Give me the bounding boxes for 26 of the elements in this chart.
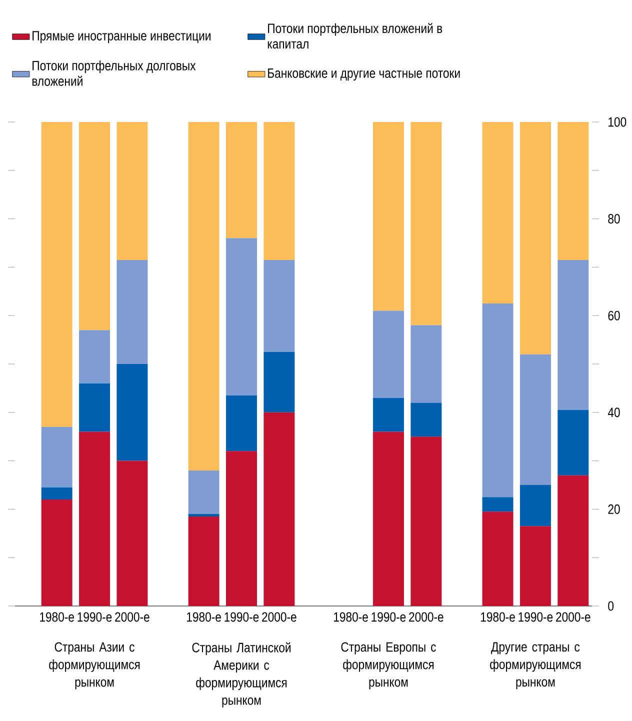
x-tick-label: 2000-е [262, 612, 296, 622]
x-tick-label: 1990-е [78, 612, 112, 622]
legend-label: Банковские и другие частные потоки [268, 68, 460, 81]
x-tick-label: 1980-е [40, 612, 74, 622]
y-tick-label: 40 [608, 408, 620, 418]
y-tick-label: 100 [608, 117, 626, 127]
text: Страны Латинской Америки с формирующимся рынком [192, 642, 291, 708]
x-tick-label: 1990-е [372, 612, 406, 622]
x-tick-label: 1980-е [334, 612, 368, 622]
x-tick-label: 2000-е [556, 612, 590, 622]
legend-label: Прямые иностранные инвестиции [32, 31, 210, 44]
text: Другие страны с формирующимся рынком [490, 642, 581, 690]
x-tick-label: 1980-е [187, 612, 221, 622]
legend-label: Потоки портфельных вложений в капитал [268, 22, 442, 49]
legend-label: Потоки портфельных долговых вложений [32, 60, 196, 86]
x-tick-label: 1990-е [224, 612, 259, 622]
x-tick-label: 2000-е [409, 612, 444, 622]
y-tick-label: 20 [608, 504, 620, 514]
x-tick-label: 1980-е [480, 612, 515, 622]
y-tick-label: 60 [608, 310, 620, 320]
text: Страны Азии с формирующимся рынком [49, 642, 140, 690]
y-tick-label: 0 [608, 601, 614, 611]
text: Страны Европы с формирующимся рынком [341, 642, 436, 690]
x-tick-label: 2000-е [115, 612, 150, 622]
x-tick-label: 1990-е [518, 612, 553, 622]
y-tick-label: 80 [608, 214, 620, 224]
